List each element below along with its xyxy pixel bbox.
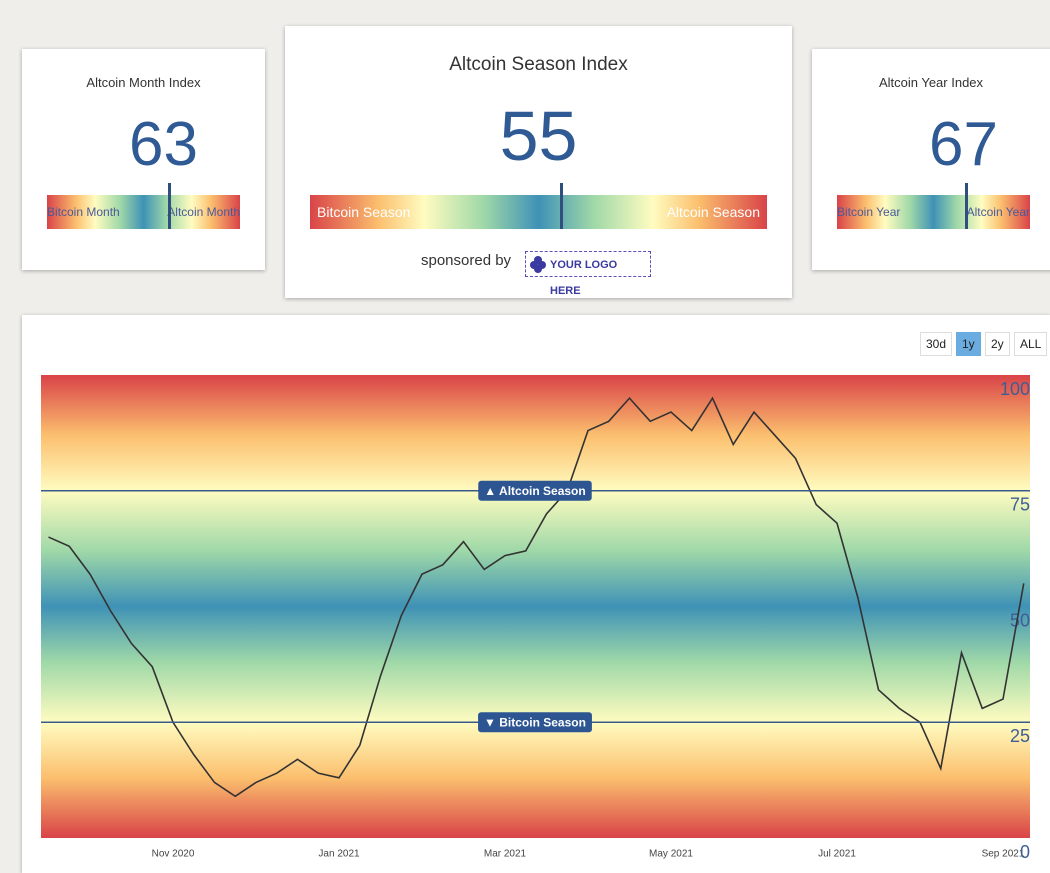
x-tick-label: Mar 2021 [484, 849, 527, 860]
gauge-left-label: Bitcoin Year [837, 205, 901, 219]
range-button[interactable]: 1y [956, 332, 981, 356]
x-tick-label: Jul 2021 [818, 849, 856, 860]
gauge-marker [167, 183, 171, 229]
card-value: 63 [129, 110, 198, 179]
band-label-text: ▲ Altcoin Season [484, 484, 585, 498]
y-tick-label: 100 [1000, 379, 1030, 399]
logo-icon [530, 256, 546, 273]
gauge-right-label: Altcoin Season [666, 204, 760, 220]
gauge-marker [560, 183, 564, 229]
y-tick-label: 50 [1010, 610, 1030, 630]
band-label: ▼ Bitcoin Season [478, 712, 592, 733]
gauge: Bitcoin Season Altcoin Season [310, 183, 767, 229]
gauge-left-label: Bitcoin Season [317, 204, 411, 220]
season-card: Altcoin Season Index 55 Bitcoin Season A… [285, 26, 792, 298]
sponsor-logo[interactable]: YOUR LOGO HERE [525, 251, 651, 297]
card-title: Altcoin Season Index [449, 54, 628, 75]
card-value: 55 [499, 97, 578, 175]
gauge-right-label: Altcoin Month [167, 205, 240, 219]
x-tick-label: Jan 2021 [318, 849, 360, 860]
gauge-marker [965, 183, 969, 229]
band-label-box [478, 712, 592, 733]
x-tick-label: Nov 2020 [152, 849, 195, 860]
logo-text: YOUR LOGO HERE [550, 259, 618, 297]
band-label-box [478, 480, 592, 501]
month-card: Altcoin Month Index 63 Bitcoin Month Alt… [22, 49, 265, 270]
gauge: Bitcoin Year Altcoin Year [837, 183, 1030, 229]
range-button[interactable]: 2y [985, 332, 1010, 356]
chart-card: Nov 2020 Jan 2021 Mar 2021 May 2021 Jul 2021… [22, 315, 1050, 873]
gauge-left-label: Bitcoin Month [47, 205, 120, 219]
x-tick-label: Sep 2021 [982, 849, 1025, 860]
y-tick-label: 75 [1010, 495, 1030, 515]
x-tick-label: May 2021 [649, 849, 693, 860]
card-value: 67 [929, 110, 998, 179]
band-label: ▲ Altcoin Season [478, 480, 592, 501]
sponsor-text: sponsored by [421, 252, 512, 269]
chart: Nov 2020 Jan 2021 Mar 2021 May 2021 Jul 2021… [41, 375, 1030, 862]
y-tick-label: 25 [1010, 726, 1030, 746]
card-title: Altcoin Month Index [86, 75, 201, 90]
band-label-text: ▼ Bitcoin Season [484, 715, 586, 729]
line [48, 396, 1025, 798]
gauge: Bitcoin Month Altcoin Month [47, 183, 240, 229]
gauge-right-label: Altcoin Year [966, 205, 1030, 219]
range-button[interactable]: 30d [920, 332, 953, 356]
range-button[interactable]: ALL [1014, 332, 1048, 356]
plot-background [41, 375, 1030, 838]
year-card: Altcoin Year Index 67 Bitcoin Year Altco… [812, 49, 1050, 270]
y-tick-label: 0 [1020, 842, 1030, 862]
card-title: Altcoin Year Index [878, 75, 984, 90]
